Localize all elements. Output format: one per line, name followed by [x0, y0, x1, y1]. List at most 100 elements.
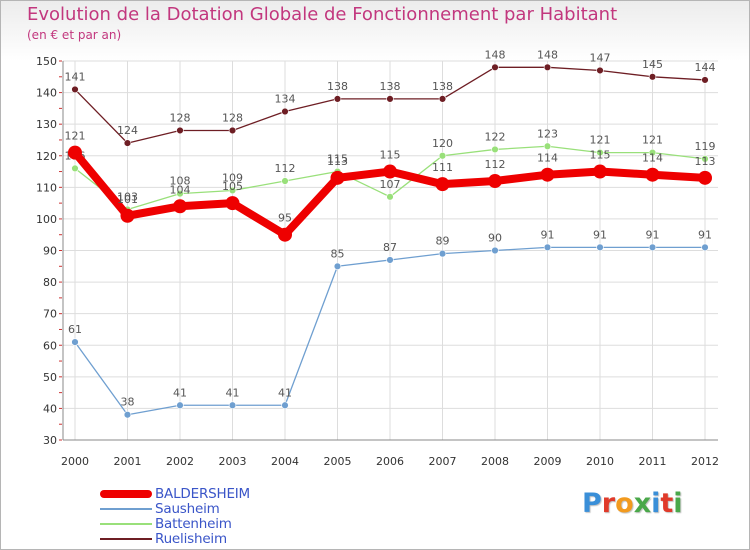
- data-label-ruelisheim: 138: [380, 80, 401, 93]
- data-label-battenheim: 121: [590, 134, 611, 147]
- data-label-sausheim: 90: [488, 232, 502, 245]
- data-label-battenheim: 108: [170, 175, 191, 188]
- data-label-sausheim: 41: [173, 386, 187, 399]
- x-tick-label: 2001: [114, 455, 142, 468]
- y-tick-label: 110: [36, 181, 57, 194]
- legend: BALDERSHEIM Sausheim Battenheim Ruelishe…: [100, 486, 360, 547]
- legend-item-sausheim: Sausheim: [100, 501, 360, 517]
- y-tick-label: 150: [36, 55, 57, 68]
- data-point-ruelisheim: [596, 66, 604, 75]
- data-label-sausheim: 61: [68, 323, 82, 336]
- data-point-sausheim: [596, 243, 604, 252]
- logo-letter: o: [615, 488, 634, 519]
- data-label-baldersheim: 95: [278, 212, 292, 225]
- data-label-sausheim: 87: [383, 241, 397, 254]
- y-tick-label: 50: [43, 371, 57, 384]
- legend-item-baldersheim: BALDERSHEIM: [100, 486, 360, 502]
- data-label-baldersheim: 101: [117, 193, 138, 206]
- data-label-sausheim: 91: [593, 228, 607, 241]
- data-point-battenheim: [648, 148, 657, 157]
- data-label-battenheim: 120: [432, 137, 453, 150]
- data-label-ruelisheim: 141: [65, 70, 86, 83]
- data-point-battenheim: [71, 164, 79, 173]
- legend-swatch-sausheim: [100, 508, 152, 510]
- y-tick-label: 40: [43, 402, 57, 415]
- x-tick-label: 2007: [429, 455, 457, 468]
- data-label-baldersheim: 121: [65, 130, 86, 143]
- data-label-battenheim: 121: [642, 134, 663, 147]
- data-point-sausheim: [543, 243, 552, 252]
- data-label-baldersheim: 113: [327, 155, 348, 168]
- data-point-baldersheim: [593, 164, 607, 179]
- data-point-sausheim: [123, 411, 132, 419]
- data-point-ruelisheim: [491, 63, 499, 72]
- data-point-battenheim: [281, 177, 289, 185]
- data-label-ruelisheim: 144: [695, 61, 716, 74]
- logo-letter: t: [660, 488, 674, 519]
- x-tick-label: 2003: [219, 455, 247, 468]
- data-label-baldersheim: 115: [380, 149, 401, 162]
- data-point-baldersheim: [645, 167, 660, 182]
- data-label-ruelisheim: 124: [117, 124, 138, 137]
- data-label-ruelisheim: 128: [222, 111, 243, 124]
- proxiti-logo: Proxiti: [582, 488, 683, 519]
- x-tick-label: 2010: [586, 455, 614, 468]
- data-point-battenheim: [596, 148, 604, 157]
- logo-letter: x: [633, 488, 652, 519]
- data-point-ruelisheim: [386, 95, 394, 103]
- data-point-baldersheim: [330, 170, 345, 185]
- data-point-battenheim: [176, 189, 184, 198]
- data-point-sausheim: [438, 249, 447, 258]
- data-label-baldersheim: 111: [432, 161, 453, 174]
- data-label-battenheim: 112: [275, 162, 296, 175]
- x-tick-label: 2000: [61, 455, 89, 468]
- data-point-ruelisheim: [438, 95, 447, 103]
- data-point-ruelisheim: [123, 139, 132, 147]
- data-label-sausheim: 41: [278, 386, 292, 399]
- y-tick-label: 100: [36, 213, 57, 226]
- data-point-battenheim: [386, 193, 394, 201]
- data-point-baldersheim: [698, 170, 712, 185]
- legend-label-baldersheim: BALDERSHEIM: [155, 486, 251, 502]
- data-point-baldersheim: [68, 145, 82, 160]
- data-label-battenheim: 115: [327, 153, 348, 166]
- data-point-battenheim: [701, 155, 709, 163]
- data-point-sausheim: [491, 246, 499, 255]
- data-label-battenheim: 123: [537, 127, 558, 140]
- x-tick-label: 2011: [639, 455, 667, 468]
- y-tick-label: 120: [36, 150, 57, 163]
- x-tick-label: 2002: [166, 455, 194, 468]
- x-tick-label: 2005: [324, 455, 352, 468]
- x-tick-label: 2009: [534, 455, 562, 468]
- data-point-baldersheim: [383, 164, 397, 179]
- legend-label-ruelisheim: Ruelisheim: [155, 531, 227, 547]
- data-label-sausheim: 91: [541, 228, 555, 241]
- y-tick-label: 30: [43, 434, 57, 447]
- data-point-ruelisheim: [228, 126, 237, 135]
- y-tick-label: 140: [36, 87, 57, 100]
- x-tick-label: 2006: [376, 455, 404, 468]
- data-label-battenheim: 109: [222, 171, 243, 184]
- y-tick-label: 80: [43, 276, 57, 289]
- data-label-baldersheim: 104: [170, 183, 191, 196]
- data-label-sausheim: 89: [436, 235, 450, 248]
- data-label-baldersheim: 114: [537, 152, 558, 165]
- data-label-sausheim: 85: [331, 247, 345, 260]
- data-label-ruelisheim: 147: [590, 51, 611, 64]
- data-point-baldersheim: [120, 208, 135, 223]
- data-label-baldersheim: 114: [642, 152, 663, 165]
- data-label-baldersheim: 105: [222, 180, 243, 193]
- legend-swatch-ruelisheim: [100, 538, 152, 540]
- data-point-ruelisheim: [648, 73, 657, 81]
- data-label-sausheim: 91: [646, 228, 660, 241]
- logo-letter: i: [673, 488, 683, 519]
- data-point-sausheim: [228, 401, 237, 409]
- y-tick-label: 90: [43, 245, 57, 258]
- data-point-baldersheim: [435, 177, 450, 192]
- data-point-sausheim: [648, 243, 657, 252]
- data-label-battenheim: 119: [695, 140, 716, 153]
- data-label-ruelisheim: 128: [170, 111, 191, 124]
- data-label-sausheim: 38: [121, 396, 135, 409]
- data-label-ruelisheim: 148: [537, 48, 558, 61]
